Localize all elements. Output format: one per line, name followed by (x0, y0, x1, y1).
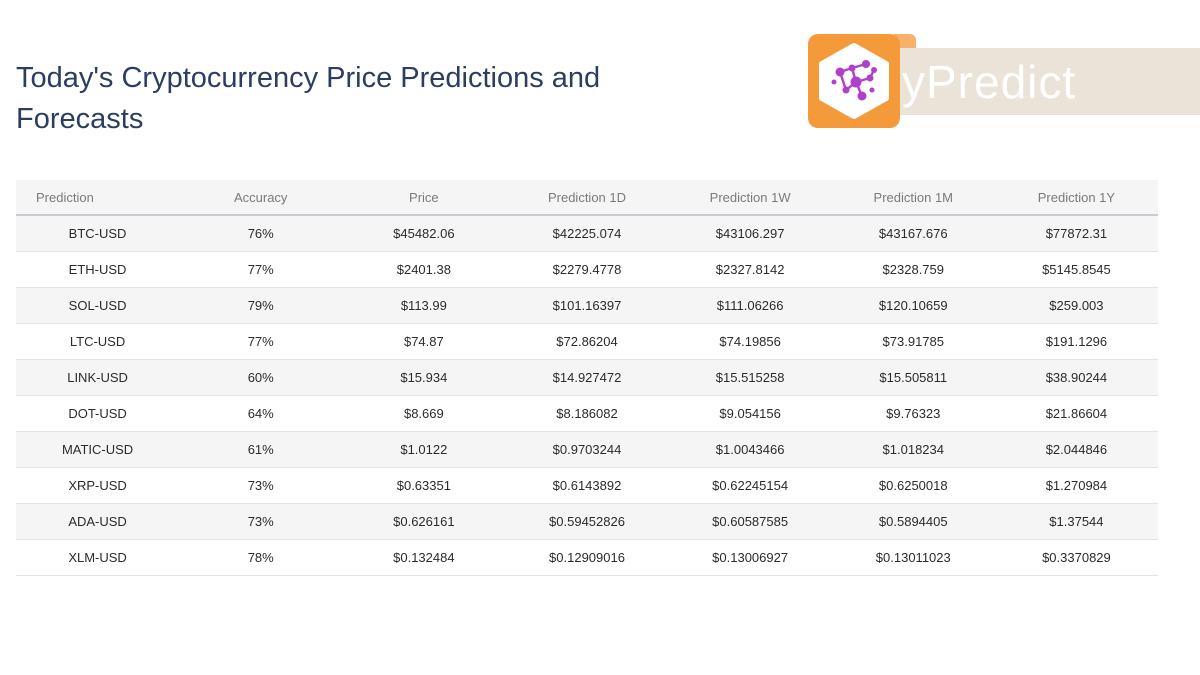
cell-price: $0.63351 (396, 477, 451, 493)
cell-prediction-1y: $259.003 (1049, 297, 1104, 313)
cell-symbol: SOL-USD (68, 297, 127, 313)
cell-accuracy: 61% (247, 441, 274, 457)
cell-price: $15.934 (400, 369, 448, 385)
cell-prediction-1m: $73.91785 (882, 333, 944, 349)
cell-prediction-1w: $0.60587585 (712, 513, 789, 529)
column-header-price[interactable]: Price (342, 180, 506, 216)
cell-price: $0.132484 (393, 549, 455, 565)
brand-badge (808, 34, 900, 128)
table-row: SOL-USD 79% $113.99 $101.16397 $111.0626… (16, 287, 1158, 323)
table-row: BTC-USD 76% $45482.06 $42225.074 $43106.… (16, 215, 1158, 251)
cell-price: $8.669 (403, 405, 444, 421)
page-title: Today's Cryptocurrency Price Predictions… (16, 62, 601, 135)
cell-symbol: ADA-USD (68, 513, 127, 529)
cell-symbol: LINK-USD (67, 369, 128, 385)
cell-accuracy: 73% (247, 513, 274, 529)
cell-prediction-1m: $2328.759 (882, 261, 944, 277)
cell-price: $2401.38 (396, 261, 451, 277)
cell-prediction-1w: $9.054156 (719, 405, 781, 421)
column-header-prediction-1w[interactable]: Prediction 1W (668, 180, 832, 216)
table-header-row: Prediction Accuracy Price Prediction 1D … (16, 180, 1158, 216)
cell-price: $1.0122 (400, 441, 448, 457)
cell-prediction-1w: $43106.297 (715, 225, 785, 241)
cell-prediction-1m: $1.018234 (882, 441, 944, 457)
cell-prediction-1w: $2327.8142 (715, 261, 785, 277)
table-row: MATIC-USD 61% $1.0122 $0.9703244 $1.0043… (16, 431, 1158, 467)
cell-prediction-1d: $0.9703244 (552, 441, 622, 457)
cell-prediction-1m: $120.10659 (878, 297, 948, 313)
cell-prediction-1y: $0.3370829 (1042, 549, 1111, 565)
cell-prediction-1w: $111.06266 (716, 297, 784, 313)
cell-prediction-1w: $1.0043466 (715, 441, 785, 457)
column-header-accuracy[interactable]: Accuracy (179, 180, 343, 216)
cell-price: $0.626161 (393, 513, 455, 529)
cell-accuracy: 64% (247, 405, 274, 421)
cell-prediction-1y: $38.90244 (1045, 369, 1108, 385)
cell-accuracy: 76% (247, 225, 274, 241)
cell-price: $45482.06 (393, 225, 455, 241)
cell-symbol: XRP-USD (68, 477, 127, 493)
cell-accuracy: 78% (247, 549, 274, 565)
cell-prediction-1d: $0.59452826 (549, 513, 625, 529)
cell-prediction-1m: $43167.676 (878, 225, 948, 241)
cell-prediction-1d: $0.12909016 (549, 549, 625, 565)
cell-prediction-1y: $1.270984 (1045, 477, 1108, 493)
column-header-prediction-1y[interactable]: Prediction 1Y (994, 180, 1158, 216)
cell-symbol: MATIC-USD (61, 441, 134, 457)
predictions-table: Prediction Accuracy Price Prediction 1D … (16, 180, 1158, 576)
cell-prediction-1d: $42225.074 (552, 225, 622, 241)
cell-symbol: LTC-USD (69, 333, 126, 349)
column-header-prediction-1d[interactable]: Prediction 1D (505, 180, 669, 216)
table-row: ADA-USD 73% $0.626161 $0.59452826 $0.605… (16, 503, 1158, 539)
column-header-prediction[interactable]: Prediction (16, 180, 180, 216)
table-row: LINK-USD 60% $15.934 $14.927472 $15.5152… (16, 359, 1158, 395)
cell-prediction-1m: $9.76323 (886, 405, 941, 421)
brand-logo[interactable]: yPredict (808, 34, 1200, 130)
cell-accuracy: 77% (247, 333, 274, 349)
cell-prediction-1d: $101.16397 (552, 297, 622, 313)
cell-prediction-1w: $15.515258 (715, 369, 785, 385)
cell-prediction-1y: $191.1296 (1045, 333, 1108, 349)
cell-prediction-1w: $0.13006927 (712, 549, 789, 565)
cell-symbol: DOT-USD (68, 405, 127, 421)
cell-prediction-1d: $14.927472 (552, 369, 622, 385)
cell-prediction-1d: $72.86204 (556, 333, 618, 349)
network-nodes-icon (819, 43, 889, 119)
cell-prediction-1y: $5145.8545 (1042, 261, 1111, 277)
brand-banner (898, 48, 1200, 115)
cell-prediction-1m: $15.505811 (879, 369, 948, 385)
cell-price: $74.87 (403, 333, 444, 349)
cell-prediction-1y: $1.37544 (1049, 513, 1104, 529)
table-row: XRP-USD 73% $0.63351 $0.6143892 $0.62245… (16, 467, 1158, 503)
cell-prediction-1y: $77872.31 (1045, 225, 1108, 241)
cell-accuracy: 79% (247, 297, 274, 313)
cell-prediction-1y: $2.044846 (1045, 441, 1108, 457)
cell-price: $113.99 (400, 297, 447, 313)
table-row: XLM-USD 78% $0.132484 $0.12909016 $0.130… (16, 539, 1158, 575)
cell-prediction-1m: $0.6250018 (878, 477, 948, 493)
table-row: ETH-USD 77% $2401.38 $2279.4778 $2327.81… (16, 251, 1158, 287)
cell-prediction-1d: $0.6143892 (552, 477, 622, 493)
cell-symbol: BTC-USD (68, 225, 127, 241)
table-row: DOT-USD 64% $8.669 $8.186082 $9.054156 $… (16, 395, 1158, 431)
cell-prediction-1w: $0.62245154 (712, 477, 789, 493)
cell-accuracy: 77% (247, 261, 274, 277)
cell-prediction-1y: $21.86604 (1045, 405, 1108, 421)
cell-symbol: XLM-USD (68, 549, 127, 565)
cell-prediction-1m: $0.13011023 (875, 549, 951, 565)
cell-prediction-1d: $8.186082 (556, 405, 618, 421)
cell-prediction-1d: $2279.4778 (552, 261, 622, 277)
cell-prediction-1w: $74.19856 (719, 333, 781, 349)
column-header-prediction-1m[interactable]: Prediction 1M (831, 180, 995, 216)
cell-accuracy: 73% (247, 477, 274, 493)
cell-accuracy: 60% (247, 369, 274, 385)
table-row: LTC-USD 77% $74.87 $72.86204 $74.19856 $… (16, 323, 1158, 359)
cell-symbol: ETH-USD (68, 261, 127, 277)
brand-name: yPredict (902, 56, 1077, 108)
cell-prediction-1m: $0.5894405 (878, 513, 948, 529)
